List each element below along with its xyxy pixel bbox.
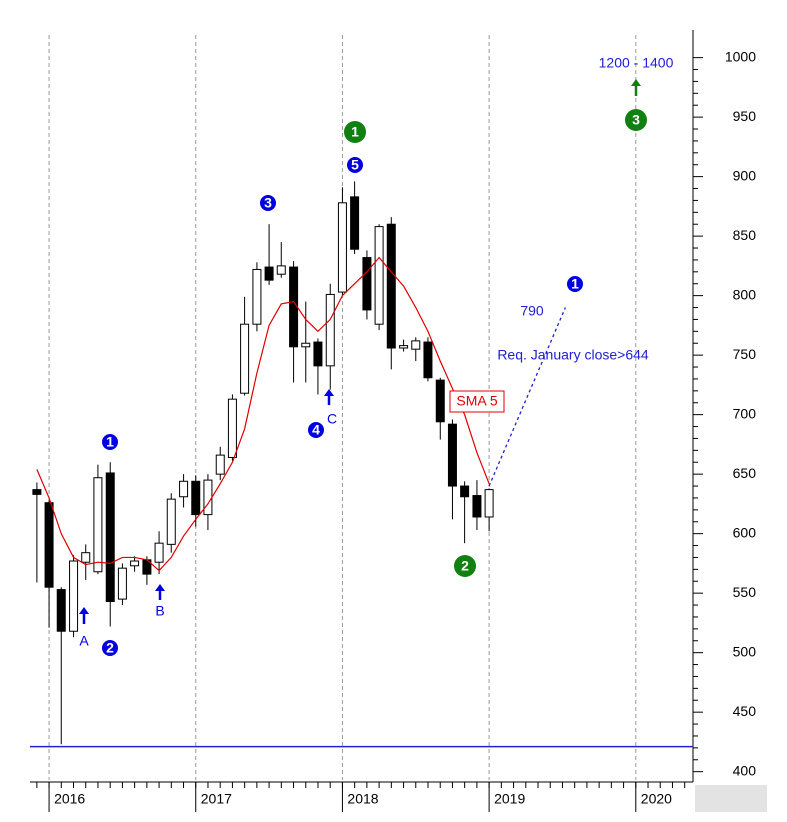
y-tick-label: 950 [733,108,757,124]
x-tick-label: 2017 [201,791,232,807]
y-tick-label: 800 [733,286,757,302]
wave-label: 1 [571,276,579,292]
wave-label: 3 [264,195,272,211]
y-tick-label: 1000 [725,48,756,64]
candle-body [264,266,274,281]
sma-label-box [449,390,505,413]
arrow-head [79,607,89,614]
candle-body [32,489,42,495]
annotation: A [79,633,89,649]
wave-marker [260,195,276,211]
y-tick-label: 600 [733,524,757,540]
arrow-head [155,584,165,591]
candle-body [191,480,201,516]
y-tick-label: 550 [733,584,757,600]
candle-body [81,552,91,563]
wave-label: 3 [632,112,640,128]
candle-body [460,485,470,498]
wave-label: 2 [461,558,469,574]
candle-body [447,423,457,487]
wave-marker [308,422,324,438]
candle-body [325,293,335,367]
wave-marker [102,640,118,656]
wave-marker [344,121,366,143]
candle-body [117,567,127,600]
annotation: 1200 - 1400 [599,55,674,71]
candle-body [154,542,164,563]
wave-marker [454,555,476,577]
annotation: C [327,411,337,427]
candle-body [350,196,360,250]
x-tick-label: 2018 [347,791,378,807]
annotation: Req. January close>644 [497,347,649,363]
y-tick-label: 900 [733,167,757,183]
candle-body [215,454,225,475]
candle-body [435,379,445,423]
candle-body [93,477,103,573]
candle-body [472,495,482,518]
candle-body [374,226,384,325]
wave-label: 1 [351,124,359,140]
projection-line [488,307,566,487]
candle-body [179,480,189,498]
y-tick-label: 400 [733,762,757,778]
wave-label: 5 [351,157,359,173]
x-tick-label: 2020 [641,791,672,807]
wave-label: 4 [312,422,320,438]
candle-body [301,342,311,348]
candle-body [130,560,140,567]
candle-body [386,223,396,349]
candle-body [105,472,115,602]
candle-body [252,268,262,325]
wave-label: 2 [106,640,114,656]
wave-marker [102,434,118,450]
sma-label: SMA 5 [456,393,497,409]
wave-marker [347,157,363,173]
y-tick-label: 750 [733,346,757,362]
wave-marker [625,109,647,131]
candle-body [337,202,347,293]
candle-body [362,257,372,311]
candle-body [203,479,213,516]
candle-body [289,266,299,348]
arrow-head [631,79,641,86]
sma-line [36,256,490,572]
y-tick-label: 450 [733,703,757,719]
y-tick-label: 850 [733,227,757,243]
arrow-head [324,389,334,396]
candle-body [484,489,494,518]
y-tick-label: 700 [733,405,757,421]
candle-body [227,398,237,458]
candle-body [276,265,286,275]
candle-body [313,341,323,367]
candle-body [240,323,250,394]
candle-body [399,345,409,349]
corner-box [695,785,767,812]
wave-marker [567,276,583,292]
y-tick-label: 650 [733,465,757,481]
x-tick-label: 2019 [494,791,525,807]
candle-body [44,502,54,588]
candle-body [56,589,66,632]
wave-label: 1 [106,434,114,450]
candle-body [411,340,421,350]
candle-body [69,560,79,632]
x-tick-label: 2016 [54,791,85,807]
y-tick-label: 500 [733,643,757,659]
annotation: B [155,603,164,619]
candle-body [166,498,176,545]
annotation: 790 [520,303,544,319]
candle-body [423,341,433,379]
